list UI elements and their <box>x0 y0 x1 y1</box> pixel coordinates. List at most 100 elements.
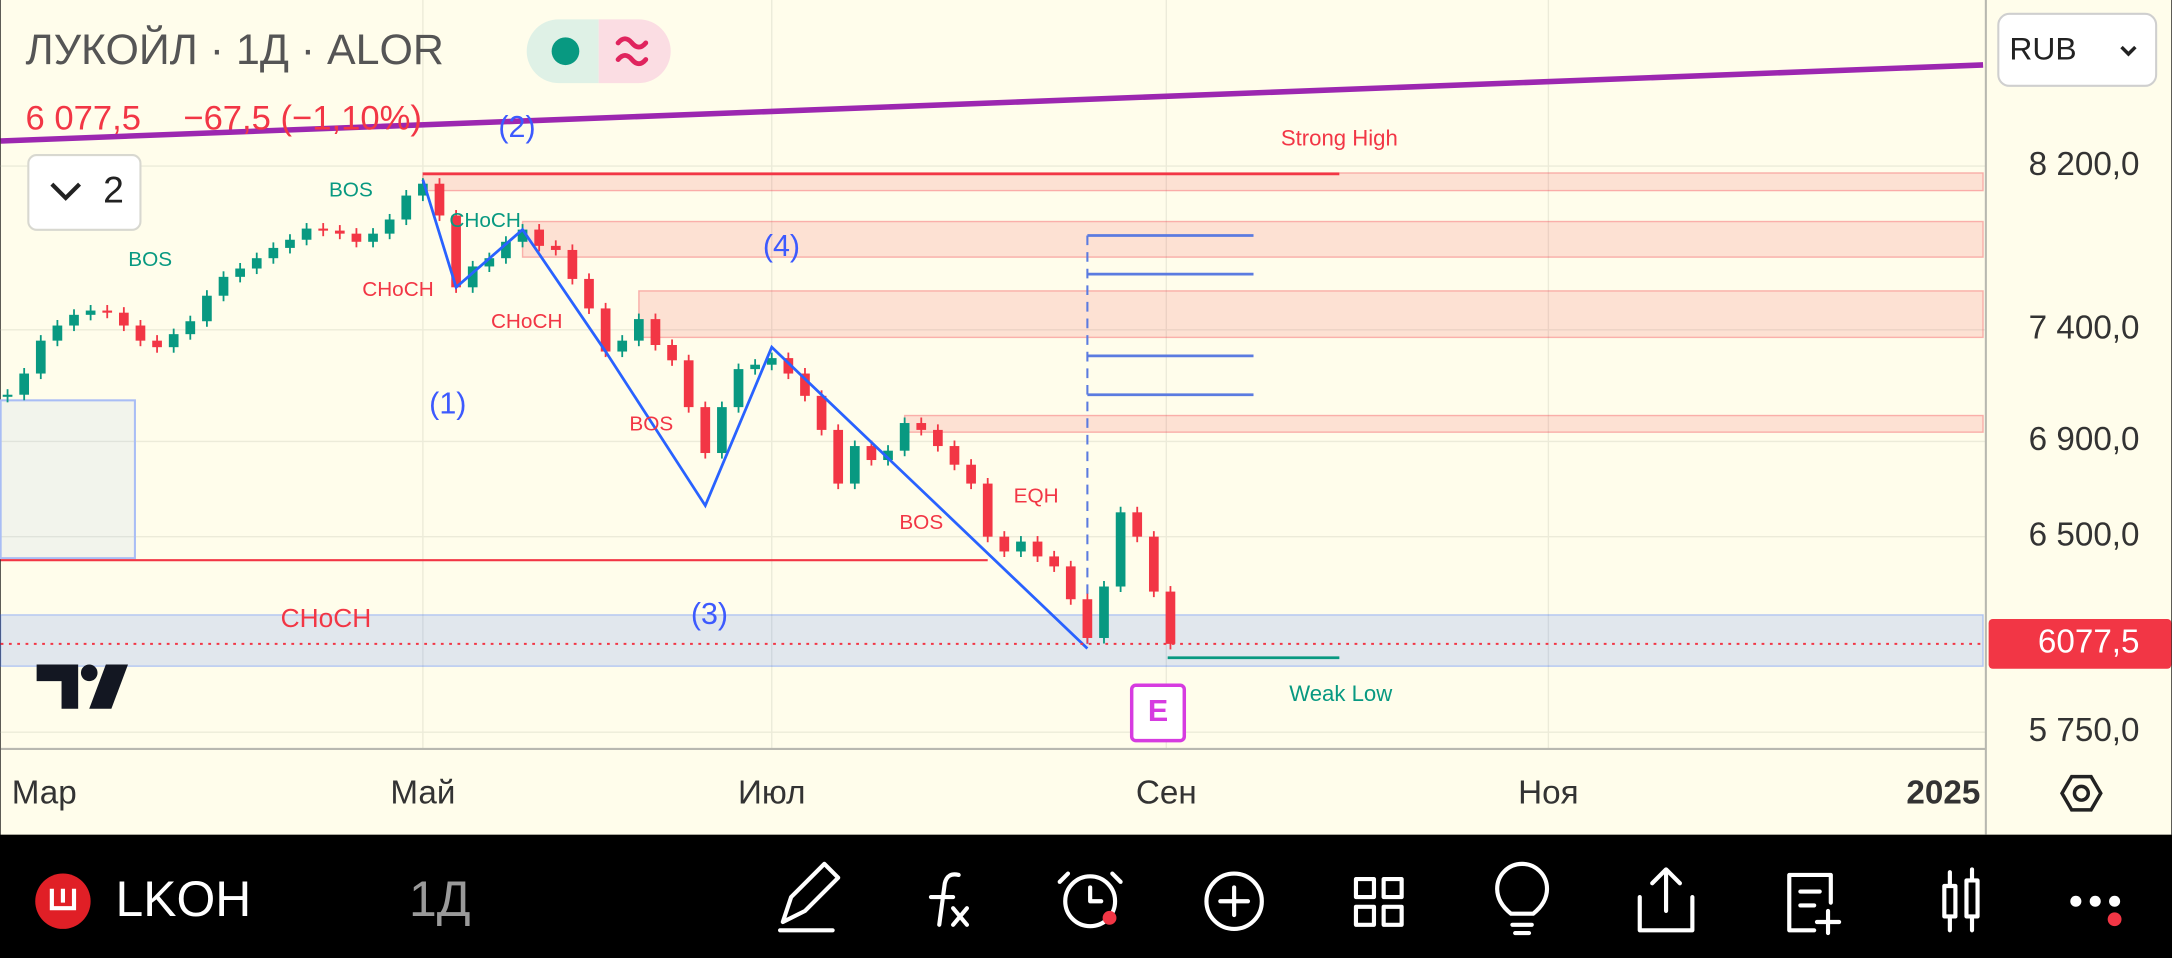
candle <box>85 310 96 315</box>
layout-button[interactable] <box>1353 877 1404 927</box>
candle <box>949 446 960 465</box>
toolbar <box>0 834 2172 958</box>
menu-dot <box>2109 895 2121 907</box>
candle <box>119 312 129 326</box>
indicator-count: 2 <box>103 168 124 210</box>
interval[interactable]: 1Д <box>409 871 470 927</box>
indicator-icon <box>615 36 649 67</box>
candle <box>152 340 162 348</box>
live-dot <box>551 37 580 66</box>
supply-zone <box>422 172 1984 192</box>
time-axis: Мар Май Июл Сен Ноя 2025 <box>12 774 1981 811</box>
x-tick-label: Мар <box>12 774 77 811</box>
candle <box>1082 599 1093 638</box>
candle <box>1065 566 1076 600</box>
chevron <box>50 182 82 201</box>
annotation: (2) <box>498 110 535 144</box>
candle <box>285 239 295 248</box>
event-box <box>1129 683 1187 743</box>
supply-zone <box>638 290 1984 339</box>
candle <box>899 423 910 451</box>
chevron <box>2120 45 2137 57</box>
chart-title: ЛУКОЙЛ · 1Д · ALOR <box>26 25 444 74</box>
candle <box>434 183 445 216</box>
indicators-button[interactable] <box>928 872 970 927</box>
candle <box>484 258 495 267</box>
menu-dot[interactable] <box>2070 895 2082 907</box>
candle <box>1148 536 1159 592</box>
annotation: CHoCH <box>449 209 520 232</box>
annotation: (1) <box>429 387 466 421</box>
candle <box>617 340 628 352</box>
y-tick-label: 6 500,0 <box>2029 516 2140 553</box>
candle <box>916 423 927 430</box>
supply-zone <box>903 414 1984 433</box>
candle <box>766 358 777 365</box>
share-button[interactable] <box>1637 867 1695 933</box>
y-tick-label: 6 900,0 <box>2029 421 2140 458</box>
candle <box>268 247 279 259</box>
y-tick-label: 7 400,0 <box>2029 310 2140 347</box>
candle <box>667 344 677 361</box>
candle <box>1049 556 1060 567</box>
candle <box>218 276 229 296</box>
candle <box>999 536 1010 552</box>
x-tick-label: Май <box>390 774 455 811</box>
plot: Strong High Weak Low BOS BOS CHoCH CHoCH CHoCH… <box>0 0 1986 749</box>
candle <box>235 268 245 277</box>
trendline <box>0 62 1984 144</box>
add-button[interactable] <box>1204 871 1264 932</box>
settings-button[interactable] <box>2059 774 2103 812</box>
ticker[interactable]: LKOH <box>116 871 252 927</box>
candle <box>318 228 329 231</box>
candle <box>866 446 877 461</box>
menu-dot <box>2089 895 2101 907</box>
alert-button[interactable] <box>1063 874 1118 929</box>
candle <box>966 464 976 484</box>
notes-button[interactable] <box>1787 872 1842 936</box>
chart-type-button[interactable] <box>1942 867 1980 933</box>
x-tick-label: Ноя <box>1518 774 1578 811</box>
x-tick-label: 2025 <box>1906 774 1980 811</box>
candle <box>534 229 545 246</box>
y-tick-label: 5 750,0 <box>2029 712 2140 749</box>
draw-tool[interactable] <box>777 861 841 933</box>
settings-dot <box>2072 784 2091 802</box>
last-price: 6 077,5 <box>26 100 141 138</box>
candle <box>102 310 113 313</box>
candle <box>334 230 345 234</box>
candle <box>883 450 893 461</box>
candle <box>35 340 46 374</box>
ideas-button[interactable] <box>1495 861 1550 936</box>
annotation: EQH <box>1014 484 1059 507</box>
annotation: CHoCH <box>362 278 433 301</box>
candle <box>19 373 30 395</box>
toggle-box <box>27 154 142 231</box>
weak-low-label: Weak Low <box>1289 681 1393 706</box>
candle <box>567 249 578 279</box>
candle <box>2 394 13 397</box>
candle <box>501 241 511 259</box>
candle <box>467 266 478 288</box>
pill-right <box>598 19 671 84</box>
candle <box>451 215 461 288</box>
indicators-toggle[interactable]: 2 <box>27 154 142 231</box>
price-axis: 8 200,0 7 400,0 6 900,0 6 500,0 5 750,0 6077,… <box>1988 146 2172 749</box>
candle <box>700 407 711 454</box>
currency-select[interactable]: RUB <box>1997 12 2158 87</box>
candle <box>816 395 827 430</box>
alert-hands <box>1057 871 1123 904</box>
chart-background <box>0 0 2172 835</box>
price-change: −67,5 (−1,10%) <box>183 100 421 138</box>
candle <box>52 325 63 341</box>
candle <box>650 319 661 345</box>
status-pill[interactable] <box>526 19 671 84</box>
candle <box>717 407 727 454</box>
y-tick-label: 8 200,0 <box>2029 146 2140 183</box>
annotation: BOS <box>128 248 172 271</box>
last-price-box <box>1988 618 2172 669</box>
ticker-logo-mark <box>49 888 77 911</box>
candle <box>733 369 744 408</box>
supply-zone <box>521 220 1984 258</box>
